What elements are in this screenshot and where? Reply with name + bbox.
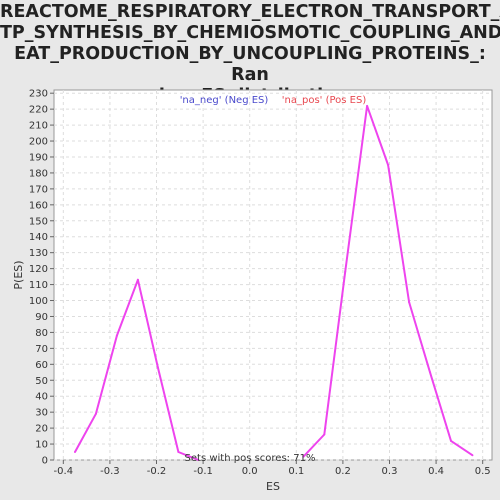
pos-score-annotation: Sets with pos scores: 71% [185,453,316,464]
data-point [344,270,347,273]
y-tick-label: 20 [35,424,48,435]
axis-ticks: -0.4 -0.3 -0.2 -0.1 0.0 0.1 0.2 0.3 0.4 0.5 0 10 20 3… [29,89,491,477]
grid [54,90,492,461]
data-point [366,104,369,107]
data-point [94,412,97,415]
title-line-1: REACTOME_RESPIRATORY_ELECTRON_TRANSPORT_… [0,2,500,22]
data-point [408,301,411,304]
chart-title: REACTOME_RESPIRATORY_ELECTRON_TRANSPORT_… [0,2,500,107]
x-tick-label: 0.1 [288,466,304,477]
data-point [156,366,159,369]
y-tick-label: 220 [29,105,48,116]
x-tick-label: -0.2 [147,466,167,477]
x-tick-label: 0.5 [475,466,491,477]
data-point [323,433,326,436]
y-tick-label: 190 [29,152,48,163]
legend-pos: 'na_pos' (Pos ES) [282,95,367,106]
data-point [387,163,390,166]
x-axis-label: ES [266,480,280,493]
y-tick-label: 130 [29,248,48,259]
title-line-3: EAT_PRODUCTION_BY_UNCOUPLING_PROTEINS_: … [14,44,486,85]
legend-neg: 'na_neg' (Neg ES) [180,95,269,106]
y-tick-label: 160 [29,200,48,211]
y-tick-label: 180 [29,168,48,179]
x-tick-label: -0.4 [54,466,74,477]
y-tick-label: 0 [42,456,48,467]
x-tick-label: 0.0 [242,466,258,477]
y-tick-label: 110 [29,280,48,291]
y-tick-label: 170 [29,184,48,195]
y-tick-label: 10 [35,440,48,451]
x-tick-label: 0.2 [335,466,351,477]
x-tick-label: 0.4 [428,466,444,477]
y-tick-label: 90 [35,312,48,323]
x-tick-label: 0.3 [382,466,398,477]
y-tick-label: 120 [29,264,48,275]
y-tick-label: 150 [29,216,48,227]
y-tick-label: 30 [35,408,48,419]
y-tick-label: 70 [35,344,48,355]
x-tick-label: -0.1 [193,466,213,477]
data-point [177,451,180,454]
y-tick-label: 40 [35,392,48,403]
data-point [449,439,452,442]
data-point [429,371,432,374]
y-axis-label: P(ES) [12,260,25,289]
y-tick-label: 60 [35,360,48,371]
y-tick-label: 230 [29,89,48,100]
y-tick-label: 50 [35,376,48,387]
title-line-2: TP_SYNTHESIS_BY_CHEMIOSMOTIC_COUPLING_AN… [0,23,500,43]
y-tick-label: 100 [29,296,48,307]
y-tick-label: 80 [35,328,48,339]
x-tick-label: -0.3 [100,466,120,477]
plot-area [53,89,493,461]
y-tick-label: 200 [29,137,48,148]
series-layer [73,104,474,461]
data-point [115,334,118,337]
data-point [197,459,200,461]
y-tick-label: 140 [29,232,48,243]
data-point [302,455,305,458]
data-point [471,454,474,457]
y-tick-label: 210 [29,121,48,132]
data-point [73,451,76,454]
data-point [136,278,139,281]
